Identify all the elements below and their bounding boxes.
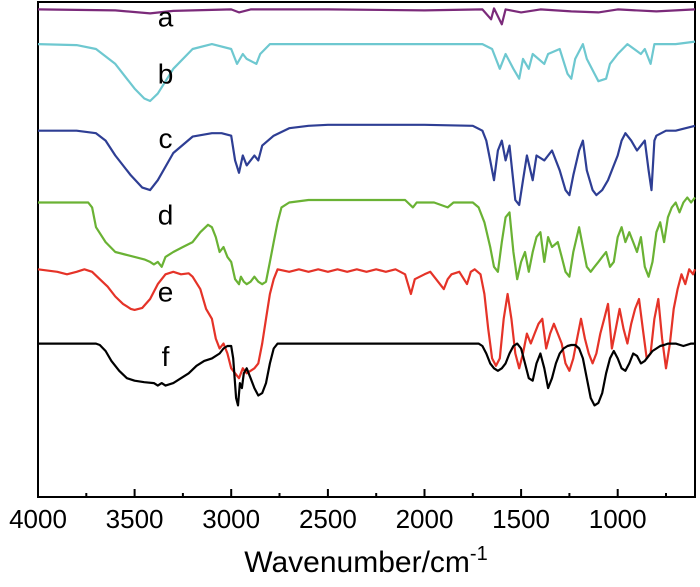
x-tick-label-3000: 3000 xyxy=(202,504,260,534)
series-layer xyxy=(37,7,697,407)
x-tick-label-1000: 1000 xyxy=(589,504,647,534)
curve-label-d: d xyxy=(158,200,174,231)
x-tick-label-4000: 4000 xyxy=(9,504,67,534)
curve-label-a: a xyxy=(158,2,174,33)
x-axis-title-superscript: -1 xyxy=(470,543,488,565)
spectrum-line-d xyxy=(38,196,696,286)
x-tick-label-3500: 3500 xyxy=(106,504,164,534)
curve-label-f: f xyxy=(162,341,170,372)
x-axis-title: Wavenumber/cm-1 xyxy=(244,543,487,579)
spectrum-line-e xyxy=(37,268,697,380)
spectrum-line-b xyxy=(37,40,696,103)
x-axis-title-text: Wavenumber/cm xyxy=(244,546,470,579)
x-tick-label-2000: 2000 xyxy=(396,504,454,534)
x-axis-ticks: 4000 3500 3000 2500 2000 1500 1000 xyxy=(9,489,667,534)
plot-frame xyxy=(37,1,696,498)
curve-label-b: b xyxy=(158,59,174,90)
spectrum-line-a xyxy=(37,7,696,26)
curve-label-layer: ab c d e f xyxy=(158,2,174,372)
x-tick-label-1500: 1500 xyxy=(492,504,550,534)
curve-label-e: e xyxy=(158,276,174,307)
spectrum-line-c xyxy=(38,123,696,206)
x-tick-label-2500: 2500 xyxy=(299,504,357,534)
curve-label-c: c xyxy=(159,123,173,154)
spectrum-line-f xyxy=(38,342,695,407)
